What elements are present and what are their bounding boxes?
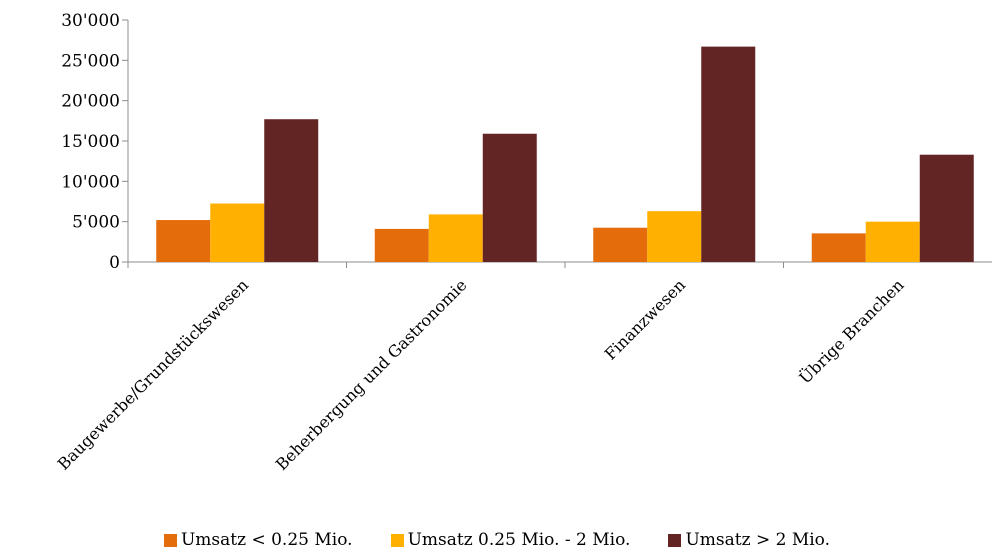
legend-item-1: Umsatz < 0.25 Mio. <box>163 530 353 550</box>
chart-plot: 0 5'000 10'000 15'000 20'000 25'000 30'000 Baug… <box>54 11 992 474</box>
legend-label: Umsatz > 2 Mio. <box>685 530 831 550</box>
x-category-label: Beherbergung und Gastronomie <box>272 275 471 474</box>
y-tick-label: 0 <box>109 253 120 273</box>
legend-swatch <box>163 533 177 547</box>
bar-1-1 <box>156 220 211 262</box>
bar-1-3 <box>593 227 648 262</box>
bar-3-2 <box>482 133 537 262</box>
legend-item-3: Umsatz > 2 Mio. <box>668 530 830 550</box>
legend-item-2: Umsatz 0.25 Mio. - 2 Mio. <box>390 530 631 550</box>
bar-3-4 <box>919 154 974 262</box>
chart-legend: Umsatz < 0.25 Mio. Umsatz 0.25 Mio. - 2 M… <box>0 528 994 552</box>
legend-label: Umsatz < 0.25 Mio. <box>180 530 353 550</box>
bar-2-1 <box>210 203 265 262</box>
y-tick-label: 30'000 <box>61 11 120 31</box>
y-tick-label: 10'000 <box>61 172 120 192</box>
y-tick-label: 15'000 <box>61 132 120 152</box>
bar-3-1 <box>264 119 319 262</box>
legend-swatch <box>668 533 682 547</box>
legend-swatch <box>390 533 404 547</box>
bar-3-3 <box>701 46 756 263</box>
y-tick-label: 5'000 <box>72 213 120 233</box>
bar-2-2 <box>428 214 483 262</box>
legend-label: Umsatz 0.25 Mio. - 2 Mio. <box>407 530 631 550</box>
y-tick-label: 25'000 <box>61 51 120 71</box>
x-category-label: Übrige Branchen <box>795 275 908 388</box>
bar-2-3 <box>647 211 702 262</box>
x-category-label: Baugewerbe/Grundstückswesen <box>54 275 252 473</box>
x-category-label: Finanzwesen <box>601 275 689 363</box>
bar-1-2 <box>374 228 429 262</box>
bar-2-4 <box>865 221 920 262</box>
y-tick-label: 20'000 <box>61 92 120 112</box>
bar-1-4 <box>811 233 866 262</box>
